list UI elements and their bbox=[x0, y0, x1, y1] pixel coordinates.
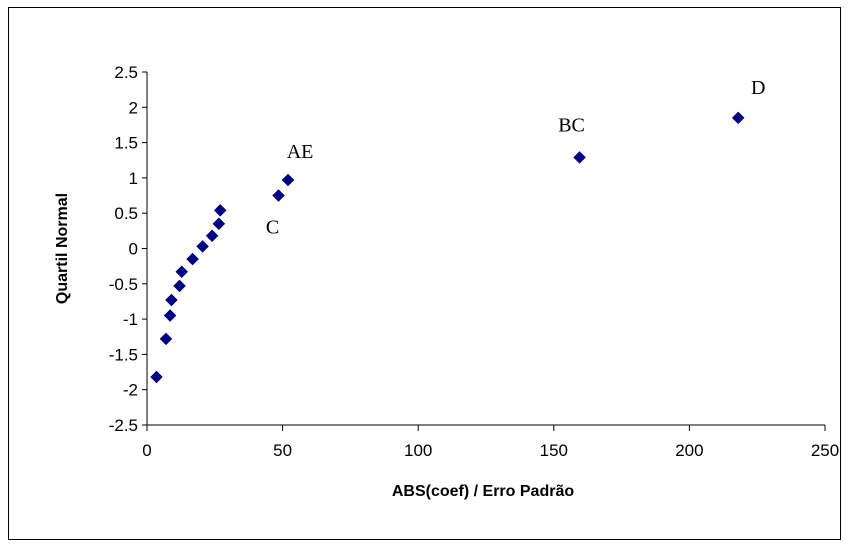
y-tick-label: 2.5 bbox=[114, 63, 138, 82]
y-tick-label: -2.5 bbox=[109, 416, 138, 435]
data-points bbox=[150, 111, 745, 384]
x-tick-label: 150 bbox=[540, 441, 568, 460]
data-point bbox=[165, 293, 178, 307]
data-point bbox=[573, 151, 586, 164]
x-tick-label: 100 bbox=[404, 441, 432, 460]
y-tick-label: -2 bbox=[123, 381, 138, 400]
data-point bbox=[212, 217, 226, 231]
y-tick-label: -1 bbox=[123, 310, 138, 329]
x-tick-label: 50 bbox=[273, 441, 292, 460]
data-point bbox=[163, 309, 177, 322]
y-tick-label: 1 bbox=[129, 169, 138, 188]
data-point bbox=[175, 265, 189, 279]
axes bbox=[146, 72, 825, 426]
y-tick-label: 0 bbox=[129, 240, 138, 259]
x-axis-title: ABS(coef) / Erro Padrão bbox=[392, 483, 574, 500]
y-axis-title: Quartil Normal bbox=[54, 193, 71, 304]
x-tick-label: 250 bbox=[811, 441, 839, 460]
y-ticks: 2.5 2 1.5 1 0.5 0 -0.5 -1 -1.5 -2 -2.5 bbox=[109, 63, 147, 435]
data-point bbox=[272, 189, 285, 202]
data-point bbox=[213, 204, 227, 217]
point-label: D bbox=[751, 77, 765, 99]
data-point bbox=[205, 229, 219, 243]
data-point bbox=[186, 252, 199, 266]
y-tick-label: 2 bbox=[129, 98, 138, 117]
point-label: AE bbox=[287, 141, 314, 163]
data-point bbox=[150, 370, 163, 384]
point-label: BC bbox=[558, 114, 585, 136]
data-point bbox=[196, 240, 209, 253]
y-tick-label: 1.5 bbox=[114, 134, 138, 153]
point-labels: C AE BC D bbox=[266, 77, 766, 239]
y-tick-label: 0.5 bbox=[114, 204, 138, 223]
data-point bbox=[731, 111, 745, 125]
y-tick-label: -1.5 bbox=[109, 345, 138, 364]
data-point bbox=[173, 279, 186, 293]
x-tick-label: 0 bbox=[142, 441, 151, 460]
x-tick-label: 200 bbox=[675, 441, 703, 460]
data-point bbox=[281, 173, 295, 187]
x-ticks: 0 50 100 150 200 250 bbox=[142, 425, 839, 460]
y-tick-label: -0.5 bbox=[109, 275, 138, 294]
point-label: C bbox=[266, 217, 279, 239]
data-point bbox=[159, 332, 173, 346]
